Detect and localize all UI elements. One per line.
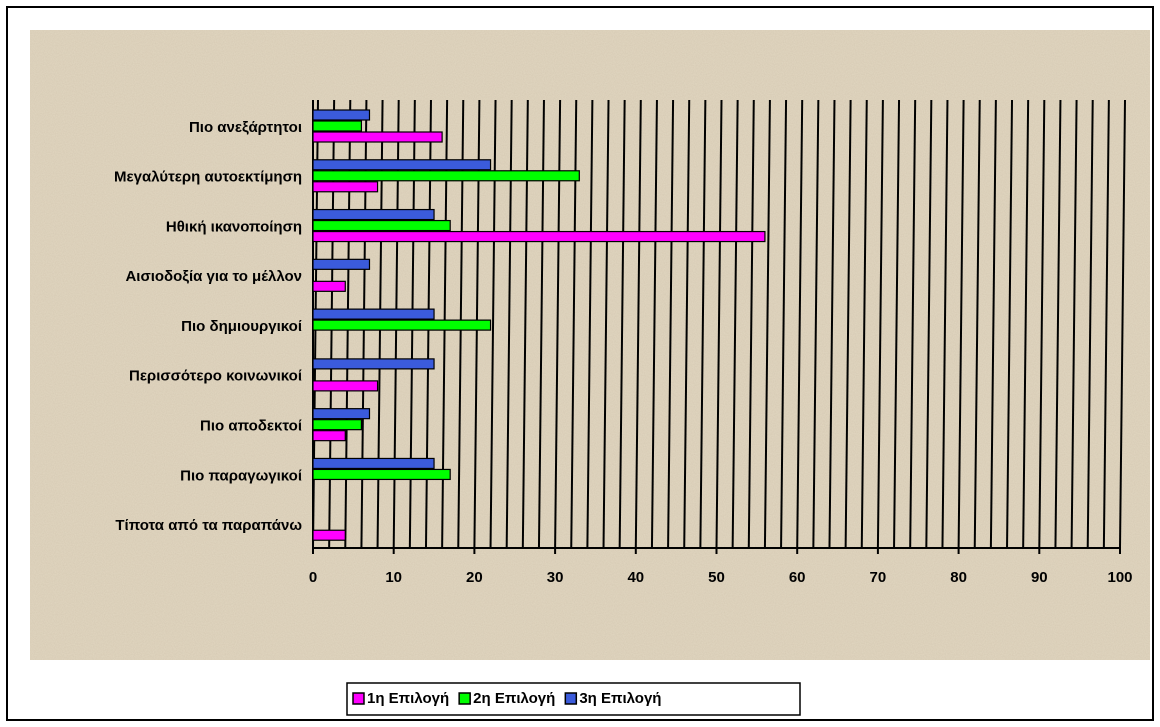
x-tick-label: 40 [627,569,644,586]
legend-box [346,682,801,716]
minor-grid-line [731,99,739,549]
x-tick-label: 100 [1107,569,1132,586]
grid-line [876,99,884,549]
grid-line [715,99,723,549]
minor-grid-line [828,99,836,549]
legend-label: 2η Επιλογή [473,690,555,707]
legend-label: 3η Επιλογή [579,690,661,707]
minor-grid-line [1086,99,1094,549]
minor-grid-line [586,99,594,549]
minor-grid-line [1102,99,1110,549]
x-tick-label: 90 [1031,569,1048,586]
category-label: Πιο ανεξάρτητοι [189,119,302,136]
minor-grid-line [618,99,626,549]
minor-grid-line [650,99,658,549]
x-tick-label: 30 [547,569,564,586]
minor-grid-line [1022,99,1030,549]
grid-line [957,99,965,549]
bar [312,457,435,470]
bar [312,170,580,182]
category-label: Πιο δημιουργικοί [181,318,302,335]
minor-grid-line [683,99,691,549]
minor-grid-line [973,99,981,549]
minor-grid-line [747,99,755,549]
category-label: Αισιοδοξία για το μέλλον [125,268,302,285]
minor-grid-line [780,99,788,549]
bars: Πιο ανεξάρτητοι Μεγαλύτερη αυτοεκτίμηση Ηθ… [114,109,766,541]
category-label: Ηθική ικανοποίηση [166,218,302,235]
legend-swatch [564,692,578,705]
minor-grid-line [667,99,675,549]
grid-line [1119,99,1126,549]
category-label: Μεγαλύτερη αυτοεκτίμηση [114,169,302,186]
bar [312,529,346,541]
minor-grid-line [812,99,820,549]
minor-grid-line [893,99,901,549]
bar [312,131,443,143]
minor-grid-line [844,99,852,549]
category-label: Περισσότερο κοινωνικοί [129,368,302,385]
grid-line [796,99,804,549]
legend-label: 1η Επιλογή [367,690,449,707]
x-tick-label: 20 [466,569,483,586]
bar [312,208,435,221]
minor-grid-line [909,99,917,549]
x-tick-label: 60 [789,569,806,586]
minor-grid-line [860,99,868,549]
bar [312,358,435,370]
category-label: Πιο αποδεκτοί [200,418,302,435]
legend-swatch [352,692,365,705]
bar [312,159,492,171]
bar [312,230,766,243]
x-tick-label: 50 [708,569,725,586]
minor-grid-line [1054,99,1062,549]
category-label: Τίποτα από τα παραπάνω [115,517,302,534]
bar [312,380,379,392]
bar [312,258,371,270]
legend-swatch [458,692,471,705]
bar [312,408,371,420]
bar [312,468,451,481]
bar [312,181,379,193]
bar [312,109,371,121]
bar [312,219,451,232]
bar [312,280,346,292]
x-tick-label: 10 [385,569,402,586]
minor-grid-line [941,99,949,549]
grid-line [1038,99,1046,549]
bar [312,319,492,331]
minor-grid-line [1070,99,1078,549]
x-tick-label: 70 [870,569,887,586]
minor-grid-line [699,99,707,549]
minor-grid-line [925,99,933,549]
minor-grid-line [602,99,610,549]
bar [312,120,363,132]
minor-grid-line [763,99,771,549]
minor-grid-line [1006,99,1014,549]
grid-line [634,99,642,549]
bar [312,419,363,431]
bar [312,308,435,320]
minor-grid-line [989,99,997,549]
legend: 1η Επιλογή 2η Επιλογή 3η Επιλογή [352,690,661,707]
x-tick-label: 0 [309,569,317,586]
x-tick-label: 80 [950,569,967,586]
bar [312,430,346,442]
category-label: Πιο παραγωγικοί [180,467,302,484]
